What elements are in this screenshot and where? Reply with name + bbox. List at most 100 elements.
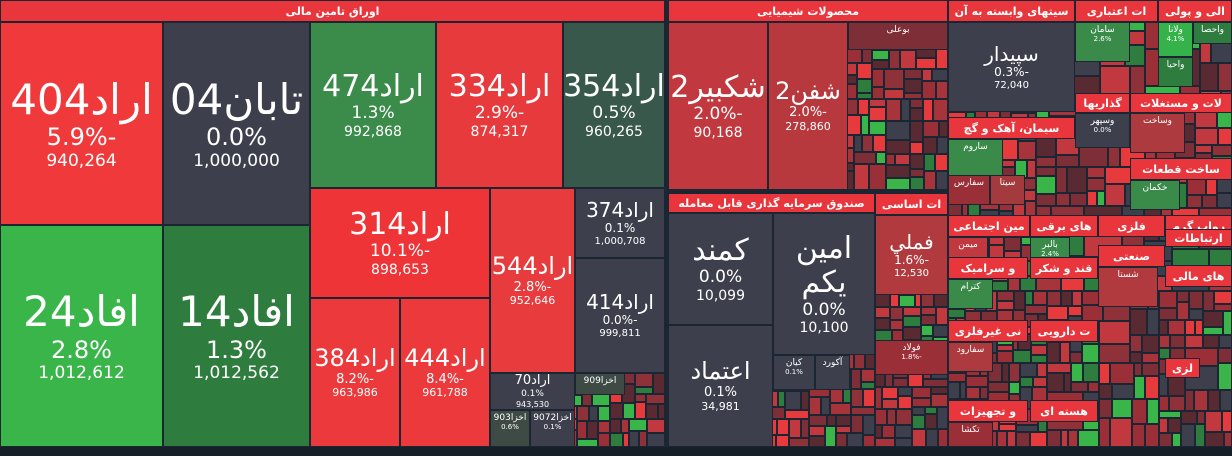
filler-tile (809, 389, 830, 397)
sector-header[interactable]: هسته ای (1030, 400, 1098, 422)
sector-header[interactable]: سیمان، آهک و گچ (948, 117, 1075, 139)
stock-name: سپيدار (984, 41, 1039, 66)
sector-header[interactable]: لزی (1165, 358, 1200, 378)
stock-tile[interactable]: افاد24 2.8% 1,012,612 (0, 225, 163, 447)
stock-tile[interactable]: کترام (948, 279, 993, 309)
stock-tile[interactable]: ولانا 4.1% (1158, 22, 1193, 57)
stock-name: فولاد (902, 343, 921, 353)
filler-tile (1159, 291, 1177, 308)
stock-tile[interactable]: اراد404 -5.9% 940,264 (0, 22, 163, 225)
bottom-bar (0, 447, 1232, 456)
stock-tile[interactable]: واحصا (1193, 22, 1232, 44)
stock-tile[interactable]: افاد14 1.3% 1,012,562 (163, 225, 310, 447)
stock-tile[interactable]: اراد314 -10.1% 898,653 (310, 188, 490, 298)
stock-tile[interactable]: سپيدار -0.3% 72,040 (948, 22, 1075, 112)
stock-tile[interactable]: اخزا903 0.6% (490, 410, 530, 447)
stock-name: واحصا (1201, 25, 1224, 35)
filler-tile (854, 354, 865, 369)
stock-tile[interactable]: خکمان (1130, 180, 1180, 210)
stock-name: ولانا (1168, 25, 1183, 35)
filler-tile (830, 389, 843, 403)
filler-tile (948, 309, 965, 318)
filler-tile (785, 391, 801, 410)
filler-tile (1024, 190, 1036, 201)
stock-tile[interactable]: شستا (1098, 267, 1158, 307)
stock-tile[interactable]: ساروم (948, 139, 1003, 179)
stock-name: اراد70 (514, 373, 551, 389)
stock-tile[interactable]: کمند 0.0% 10,099 (668, 213, 773, 325)
sector-header[interactable]: محصولات شیمیایی (668, 0, 948, 22)
filler-tile (577, 406, 589, 421)
stock-tile[interactable]: اراد474 1.3% 992,868 (310, 22, 436, 188)
stock-tile[interactable]: اراد444 -8.4% 961,788 (400, 298, 490, 447)
filler-tile (1036, 167, 1056, 176)
stock-tile[interactable]: اراد70 0.1% 943,530 (490, 373, 575, 410)
sector-header[interactable]: و سرامیک (948, 257, 1028, 279)
stock-tile[interactable]: تکشا (948, 422, 993, 447)
stock-change: 2.4% (1041, 250, 1059, 259)
stock-tile[interactable]: اعتماد 0.1% 34,981 (668, 325, 773, 447)
sector-header[interactable]: قند و شکر (1030, 257, 1098, 279)
filler-tile (869, 164, 886, 190)
filler-tile (1223, 311, 1232, 335)
stock-tile[interactable]: اراد384 -8.2% 963,986 (310, 298, 400, 447)
sector-header[interactable]: ارتباطات (1165, 229, 1232, 247)
sector-header[interactable]: ت دارویی (1030, 320, 1098, 342)
sector-header[interactable]: صنعتی (1098, 245, 1165, 267)
sector-header[interactable]: لات و مستغلات (1130, 93, 1232, 113)
filler-tile (1205, 411, 1222, 432)
stock-tile[interactable]: تابان04 0.0% 1,000,000 (163, 22, 310, 225)
stock-tile[interactable]: وسپهر 0.0% (1075, 113, 1130, 148)
stock-tile[interactable]: اراد544 -2.8% 952,646 (490, 188, 575, 373)
filler-tile (1070, 341, 1082, 352)
stock-tile[interactable]: اخزا909 (575, 373, 625, 395)
stock-tile[interactable]: آکورد (815, 355, 850, 390)
filler-tile (1099, 344, 1130, 363)
stock-volume: 72,040 (994, 79, 1029, 91)
stock-tile[interactable]: شکبیر2 -2.0% 90,168 (668, 22, 768, 190)
sector-header[interactable]: ات اساسی (875, 193, 948, 215)
stock-tile[interactable]: بوعلی (848, 22, 948, 50)
sector-header[interactable]: صندوق سرمایه گذاری قابل معامله (668, 193, 875, 213)
filler-tile (884, 89, 904, 99)
filler-tile (1033, 291, 1047, 305)
sector-header[interactable]: و تجهیزات (948, 400, 1028, 422)
stock-tile[interactable]: سفارود (948, 342, 993, 372)
stock-tile[interactable]: اراد354 0.5% 960,265 (563, 22, 665, 188)
filler-tile (1008, 277, 1020, 291)
filler-tile (1203, 291, 1214, 311)
stock-tile[interactable]: شفن2 -2.0% 278,860 (768, 22, 848, 190)
stock-name: فملي (889, 229, 934, 254)
sector-header[interactable]: های مالی (1165, 265, 1232, 287)
filler-tile (589, 406, 598, 421)
stock-tile[interactable]: امین یکم 0.0% 10,100 (773, 213, 875, 355)
stock-tile[interactable]: فولاد -1.8% (875, 340, 948, 375)
sector-header[interactable]: گذاريها (1075, 93, 1130, 113)
stock-tile[interactable]: اخزا9072 0.1% (530, 410, 575, 447)
sector-header[interactable]: اوراق تامین مالی (0, 0, 665, 22)
sector-header[interactable]: مین اجتماعی (948, 215, 1030, 237)
stock-tile[interactable]: وساخت (1130, 113, 1185, 153)
sector-header[interactable]: فلزی (1098, 215, 1165, 237)
stock-volume: 992,868 (344, 123, 402, 140)
stock-tile[interactable]: فملي -1.6% 12,530 (875, 215, 948, 295)
stock-name: وساخت (1142, 116, 1173, 126)
stock-tile[interactable]: کیان 0.1% (773, 355, 815, 390)
stock-name: اخزا9072 (533, 413, 572, 423)
stock-tile[interactable]: سامان 2.6% (1075, 22, 1130, 62)
sector-header[interactable]: نی غیرفلزی (948, 320, 1028, 342)
stock-tile[interactable]: واحيا (1158, 57, 1193, 87)
sector-header[interactable]: های برقی (1030, 215, 1098, 237)
stock-tile[interactable]: اراد374 0.1% 1,000,708 (575, 188, 665, 258)
sector-header[interactable]: ات اعتباری (1075, 0, 1158, 22)
stock-tile[interactable]: اراد414 -0.0% 999,811 (575, 258, 665, 373)
sector-header[interactable]: الی و پولی (1158, 0, 1232, 22)
sector-header[interactable]: ساخت قطعات (1130, 158, 1232, 180)
sector-header[interactable]: سیتهای وابسته به آن (948, 0, 1075, 22)
stock-change: -0.3% (994, 64, 1029, 79)
stock-tile[interactable]: سفارس (948, 175, 990, 205)
filler-tile (1197, 411, 1205, 424)
stock-tile[interactable]: سيتا (990, 175, 1025, 205)
stock-tile[interactable]: اراد334 -2.9% 874,317 (436, 22, 563, 188)
filler-tile (1129, 22, 1145, 31)
